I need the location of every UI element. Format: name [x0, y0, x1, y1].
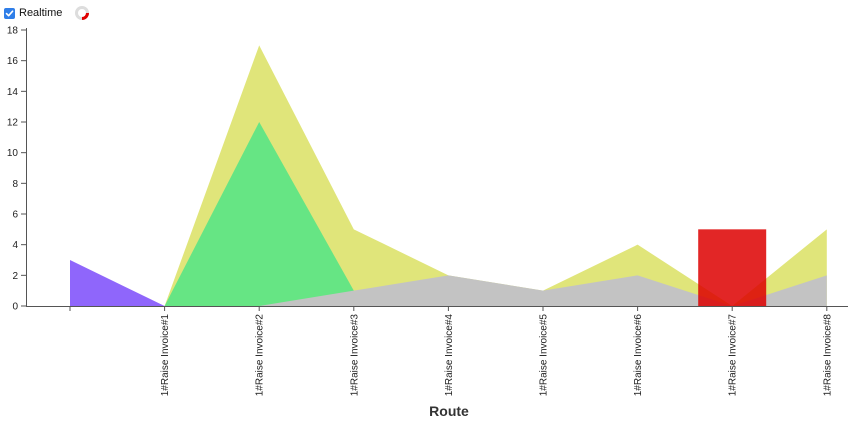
x-tick-label: 1#Raise Invoice#3	[349, 314, 360, 397]
y-tick-label: 14	[7, 87, 19, 98]
series-green	[164, 122, 354, 306]
x-tick-label: 1#Raise Invoice#6	[633, 314, 644, 397]
series-purple	[70, 260, 165, 306]
x-tick-label: 1#Raise Invoice#2	[255, 314, 266, 397]
loading-spinner-icon	[75, 6, 90, 20]
chart-highlight	[698, 229, 767, 306]
y-tick-label: 10	[7, 148, 19, 159]
selection-highlight	[698, 229, 767, 306]
y-tick-label: 4	[12, 240, 18, 251]
x-tick-label: 1#Raise Invoice#8	[822, 314, 833, 397]
x-tick-label: 1#Raise Invoice#1	[160, 314, 171, 397]
check-icon	[5, 9, 14, 16]
x-axis: 1#Raise Invoice#1 1#Raise Invoice#2 1#Rais…	[26, 306, 848, 396]
realtime-checkbox[interactable]	[4, 7, 15, 19]
y-tick-label: 18	[7, 26, 19, 37]
y-tick-label: 0	[12, 302, 18, 313]
y-axis: 0 2 4 6 8 10 12 14 16 18	[7, 26, 27, 313]
y-tick-label: 2	[12, 271, 18, 282]
x-axis-title: Route	[429, 403, 469, 419]
y-tick-label: 16	[7, 56, 19, 67]
y-tick-label: 12	[7, 118, 19, 129]
series-yellow	[164, 45, 827, 306]
chart-areas	[70, 45, 827, 306]
toolbar: Realtime	[4, 5, 90, 21]
x-tick-label: 1#Raise Invoice#4	[444, 314, 455, 397]
y-tick-label: 6	[12, 210, 18, 221]
series-gray	[259, 275, 827, 306]
y-tick-label: 8	[12, 179, 18, 190]
x-tick-label: 1#Raise Invoice#7	[728, 314, 739, 397]
realtime-label: Realtime	[19, 7, 63, 19]
x-tick-label: 1#Raise Invoice#5	[539, 314, 550, 397]
